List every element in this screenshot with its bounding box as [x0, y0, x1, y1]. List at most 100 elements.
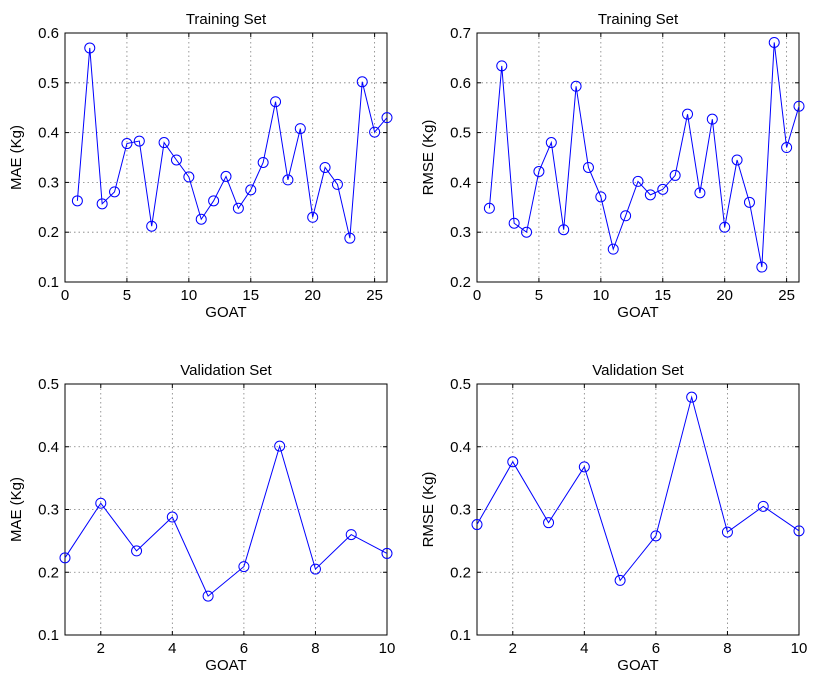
data-point — [381, 547, 393, 559]
chart-title: Training Set — [186, 11, 267, 28]
chart-title: Training Set — [598, 11, 679, 28]
data-point — [682, 108, 694, 120]
data-point — [331, 178, 343, 190]
data-point — [471, 519, 483, 531]
data-point — [632, 175, 644, 187]
y-tick-label: 0.5 — [38, 75, 59, 92]
chart-title: Validation Set — [180, 362, 272, 379]
x-tick-label: 4 — [168, 640, 176, 657]
data-point — [507, 456, 519, 468]
data-point — [558, 224, 570, 236]
plot-area — [64, 383, 388, 636]
data-point — [381, 112, 393, 124]
x-tick-label: 25 — [778, 287, 795, 304]
data-point — [706, 113, 718, 125]
x-tick-label: 6 — [652, 640, 660, 657]
y-tick-label: 0.5 — [450, 376, 471, 393]
y-tick-label: 0.7 — [450, 25, 471, 42]
data-point — [768, 36, 780, 48]
data-point — [109, 186, 121, 198]
data-point — [657, 183, 669, 195]
x-tick-label: 10 — [791, 640, 808, 657]
data-point — [756, 261, 768, 273]
x-axis-label: GOAT — [617, 657, 658, 674]
y-tick-label: 0.4 — [450, 439, 471, 456]
data-point — [533, 165, 545, 177]
data-point — [582, 161, 594, 173]
data-point — [307, 211, 319, 223]
y-tick-label: 0.3 — [38, 502, 59, 519]
data-point — [793, 100, 805, 112]
series-line — [76, 47, 388, 239]
data-point — [96, 198, 108, 210]
x-axis-label: GOAT — [617, 304, 658, 321]
x-tick-label: 10 — [181, 287, 198, 304]
x-tick-label: 0 — [473, 287, 481, 304]
x-tick-label: 8 — [311, 640, 319, 657]
data-point — [195, 213, 207, 225]
data-point — [282, 174, 294, 186]
y-axis-label: RMSE (Kg) — [420, 120, 437, 196]
data-point — [570, 80, 582, 92]
y-tick-label: 0.1 — [38, 627, 59, 644]
x-tick-label: 2 — [509, 640, 517, 657]
x-tick-label: 4 — [580, 640, 588, 657]
data-point — [694, 187, 706, 199]
x-tick-label: 10 — [593, 287, 610, 304]
data-point — [669, 169, 681, 181]
data-point — [158, 137, 170, 149]
data-point — [743, 196, 755, 208]
data-point — [545, 137, 557, 149]
plot-area — [476, 383, 800, 636]
data-point — [59, 552, 71, 564]
y-tick-label: 0.6 — [38, 25, 59, 42]
data-point — [257, 156, 269, 168]
data-point — [146, 220, 158, 232]
data-point — [345, 529, 357, 541]
data-point — [543, 517, 555, 529]
data-point — [344, 232, 356, 244]
data-point — [84, 42, 96, 54]
y-axis-label: RMSE (Kg) — [420, 472, 437, 548]
data-point — [166, 511, 178, 523]
y-tick-label: 0.2 — [38, 224, 59, 241]
y-tick-label: 0.1 — [450, 627, 471, 644]
data-point — [202, 590, 214, 602]
data-point — [319, 161, 331, 173]
x-tick-label: 5 — [535, 287, 543, 304]
chart-title: Validation Set — [592, 362, 684, 379]
x-tick-label: 20 — [716, 287, 733, 304]
data-point — [508, 217, 520, 229]
y-tick-label: 0.3 — [450, 224, 471, 241]
y-axis-label: MAE (Kg) — [8, 125, 25, 190]
data-point — [650, 530, 662, 542]
plot-area — [476, 32, 800, 283]
data-point — [521, 226, 533, 238]
data-point — [245, 184, 257, 196]
data-point — [644, 189, 656, 201]
data-point — [170, 154, 182, 166]
data-point — [274, 440, 286, 452]
data-point — [208, 195, 220, 207]
x-tick-label: 15 — [242, 287, 259, 304]
series-line — [476, 395, 800, 582]
chart-3: 2 4 6 8 10 0.1 0.2 0.3 0.4 0.5 Validation Set GOAT M… — [8, 362, 395, 674]
x-tick-label: 20 — [304, 287, 321, 304]
data-point — [121, 138, 133, 150]
data-point — [220, 170, 232, 182]
data-point — [131, 545, 143, 557]
x-tick-label: 15 — [654, 287, 671, 304]
data-point — [496, 60, 508, 72]
plot-area — [64, 32, 388, 283]
data-point — [71, 195, 83, 207]
data-point — [232, 202, 244, 214]
data-point — [614, 574, 626, 586]
y-tick-label: 0.4 — [38, 439, 59, 456]
x-tick-label: 6 — [240, 640, 248, 657]
y-tick-label: 0.3 — [450, 502, 471, 519]
x-tick-label: 5 — [123, 287, 131, 304]
chart-4: 2 4 6 8 10 0.1 0.2 0.3 0.4 0.5 Validation Set GOAT R… — [420, 362, 807, 674]
data-point — [757, 500, 769, 512]
data-point — [270, 96, 282, 108]
x-tick-label: 2 — [97, 640, 105, 657]
